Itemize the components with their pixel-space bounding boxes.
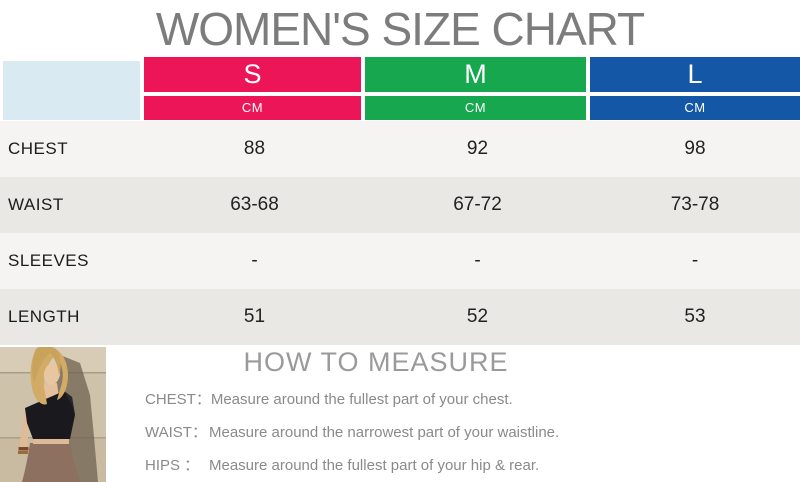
model-photo-image bbox=[0, 347, 106, 482]
measure-line-chest: CHEST：Measure around the fullest part of… bbox=[145, 383, 559, 416]
value-cell: - bbox=[474, 250, 481, 271]
unit-cell-s: CM bbox=[144, 96, 361, 120]
page-title: WOMEN'S SIZE CHART bbox=[155, 3, 645, 55]
measure-text: Measure around the narrowest part of you… bbox=[209, 424, 560, 441]
model-photo bbox=[0, 347, 106, 482]
size-header-m: M bbox=[365, 57, 586, 92]
table-row-sleeves: SLEEVES - - - bbox=[0, 233, 800, 289]
value-cell: 92 bbox=[466, 138, 489, 159]
row-label: WAIST bbox=[8, 195, 64, 214]
value-cell: 88 bbox=[243, 138, 266, 159]
value-cell: 53 bbox=[684, 306, 706, 327]
row-label: CHEST bbox=[8, 139, 69, 158]
value-cell: 51 bbox=[243, 306, 266, 327]
table-row-length: LENGTH 51 52 53 bbox=[0, 289, 800, 345]
table-corner-cell bbox=[3, 61, 140, 120]
measure-label: WAIST： bbox=[145, 424, 207, 441]
measure-line-hips: HIPS ： Measure around the fullest part of… bbox=[145, 449, 559, 482]
measure-label: CHEST： bbox=[145, 391, 211, 408]
how-to-measure-heading: HOW TO MEASURE bbox=[243, 347, 509, 377]
value-cell: 67-72 bbox=[453, 194, 502, 215]
measure-text: Measure around the fullest part of your … bbox=[209, 457, 540, 474]
measure-line-waist: WAIST： Measure around the narrowest part … bbox=[145, 416, 559, 449]
size-header-s: S bbox=[144, 57, 361, 92]
table-row-waist: WAIST 63-68 67-72 73-78 bbox=[0, 177, 800, 233]
measure-label: HIPS ： bbox=[145, 457, 200, 474]
row-label: LENGTH bbox=[8, 307, 80, 326]
value-cell: 98 bbox=[684, 138, 706, 159]
measure-text: Measure around the fullest part of your … bbox=[210, 391, 513, 408]
table-row-chest: CHEST 88 92 98 bbox=[0, 121, 800, 177]
unit-cell-l: CM bbox=[590, 96, 800, 120]
size-header-l: L bbox=[590, 57, 800, 92]
measure-instructions: CHEST：Measure around the fullest part of… bbox=[145, 383, 559, 482]
unit-cell-m: CM bbox=[365, 96, 586, 120]
value-cell: - bbox=[251, 250, 258, 271]
value-cell: 63-68 bbox=[230, 194, 279, 215]
size-table-body: CHEST 88 92 98 WAIST 63-68 67-72 73-78 S… bbox=[0, 121, 800, 345]
value-cell: 52 bbox=[466, 306, 489, 327]
value-cell: - bbox=[691, 250, 699, 271]
value-cell: 73-78 bbox=[670, 194, 720, 215]
row-label: SLEEVES bbox=[8, 251, 89, 270]
